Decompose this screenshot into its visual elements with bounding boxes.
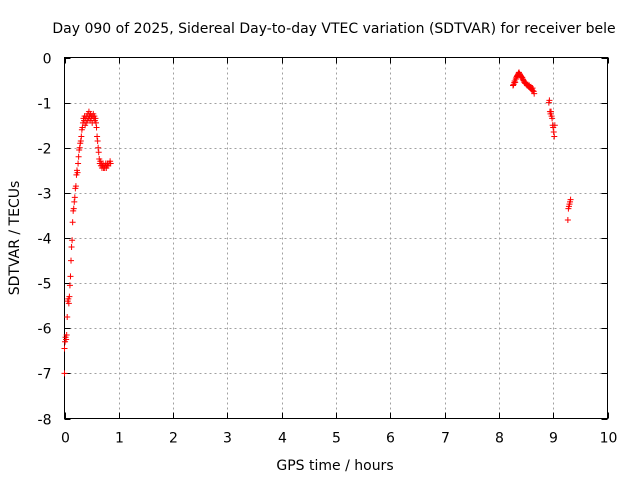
data-point-marker [71,194,78,201]
data-point-marker [67,273,74,280]
data-point-marker [510,82,517,89]
y-tick-label: -2 [38,142,52,158]
x-tick-label: 7 [441,431,450,447]
x-tick-label: 1 [115,431,124,447]
data-point-marker [564,216,571,223]
y-tick-label: -3 [38,187,52,203]
plot-frame [64,57,608,419]
x-tick-labels: 0 1 2 3 4 5 6 7 8 9 10 [61,431,617,447]
data-point-marker [512,79,519,86]
y-tick-label: 0 [43,52,52,68]
data-point-marker [95,144,102,151]
data-point-marker [551,133,558,140]
data-point-marker [95,149,102,156]
data-point-marker [94,137,101,144]
data-point-marker [567,196,574,203]
y-tick-label: -1 [38,97,52,113]
data-point-marker [531,90,538,97]
data-point-marker [68,244,75,251]
y-axis-label: SDTVAR / TECUs [7,181,23,296]
y-tick-label: -5 [38,277,52,293]
data-point-marker [71,198,78,205]
data-point-marker [92,119,99,126]
data-point-marker [68,257,75,264]
data-point-marker [93,124,100,131]
data-point-marker [92,115,99,122]
x-tick-label: 4 [278,431,287,447]
y-tick-label: -6 [38,322,52,338]
x-tick-label: 9 [549,431,558,447]
data-point-marker [70,205,77,212]
data-point-marker [61,345,68,352]
data-point-marker [66,282,73,289]
data-point-marker [65,300,72,307]
data-point-marker [551,122,558,129]
data-point-marker [77,137,84,144]
data-point-marker [63,336,70,343]
x-tick-label: 8 [495,431,504,447]
y-tick-label: -4 [38,232,52,248]
data-point-marker [546,97,553,104]
data-point-marker [66,293,73,300]
data-point-marker [69,237,76,244]
data-point-marker [75,153,82,160]
x-tick-label: 5 [332,431,341,447]
y-tick-label: -7 [38,367,52,383]
x-tick-label: 10 [600,431,618,447]
data-point-marker [512,76,519,83]
data-point-marker [529,85,536,92]
x-tick-label: 6 [386,431,395,447]
data-point-marker [78,133,85,140]
x-tick-label: 0 [61,431,70,447]
y-tick-label: -8 [38,413,52,429]
x-axis-label: GPS time / hours [276,458,393,474]
data-point-marker [63,332,70,339]
data-point-marker [69,219,76,226]
data-point-marker [550,128,557,135]
axis-ticks [64,57,609,420]
data-point-marker [107,160,114,167]
data-point-marker [74,169,81,176]
x-tick-label: 3 [223,431,232,447]
data-point-marker [72,183,79,190]
data-point-marker [548,108,555,115]
grid-lines [64,57,608,419]
data-point-marker [76,144,83,151]
data-point-marker [75,160,82,167]
chart-title: Day 090 of 2025, Sidereal Day-to-day VTE… [52,21,615,37]
data-point-marker [64,313,71,320]
x-tick-label: 2 [169,431,178,447]
y-tick-labels: 0 -1 -2 -3 -4 -5 -6 -7 -8 [38,52,52,429]
data-point-marker [94,133,101,140]
data-points [61,69,574,377]
data-point-marker [549,115,556,122]
data-point-marker [61,370,68,377]
